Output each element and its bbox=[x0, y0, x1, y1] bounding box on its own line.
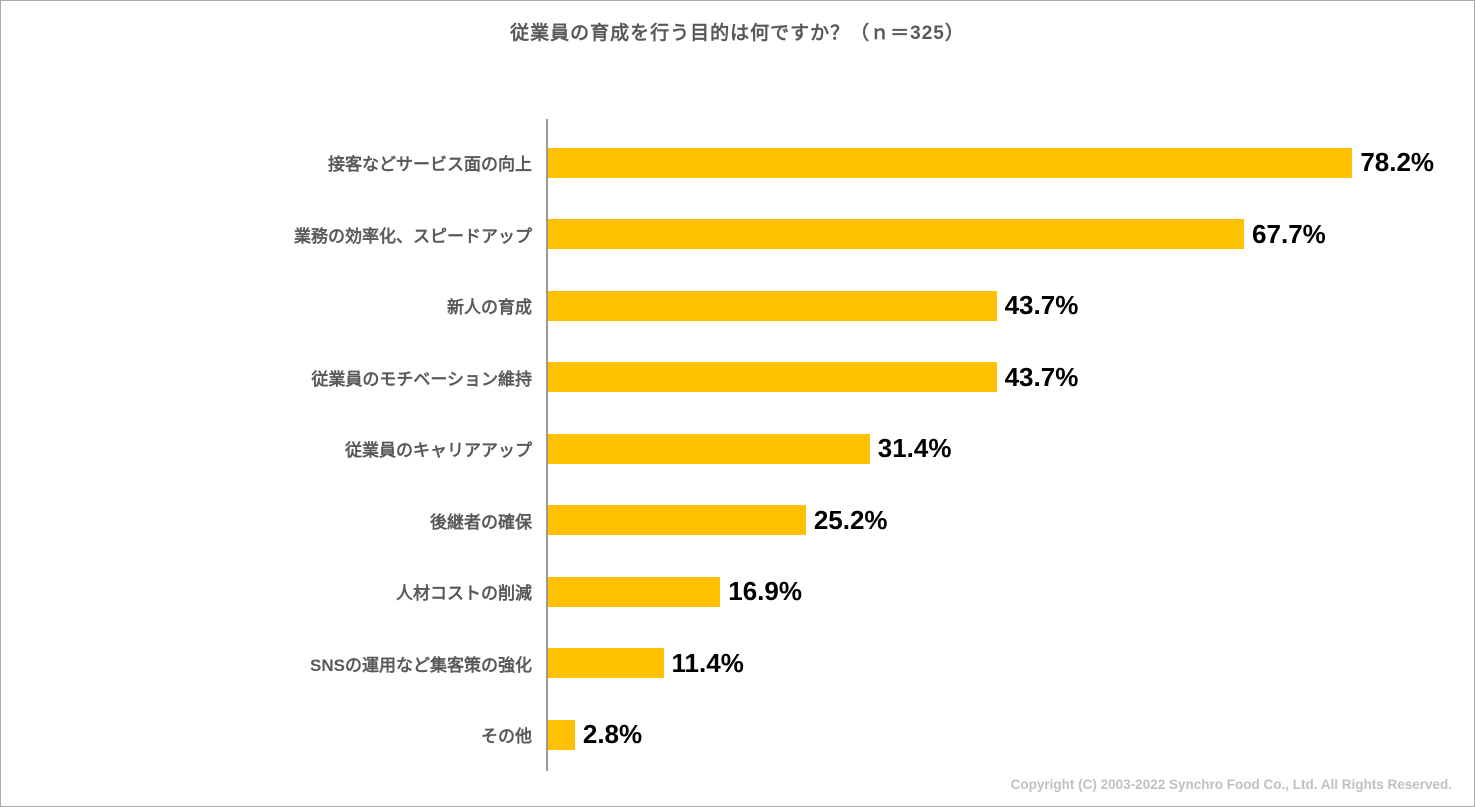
bar bbox=[546, 219, 1245, 250]
bar-track: 2.8% bbox=[546, 699, 1474, 771]
chart-row: 業務の効率化、スピードアップ 67.7% bbox=[1, 199, 1474, 271]
bar-track: 31.4% bbox=[546, 413, 1474, 485]
category-label: その他 bbox=[481, 727, 532, 747]
chart-rows: 接客などサービス面の向上 78.2% 業務の効率化、スピードアップ 67.7% 新人の育… bbox=[1, 119, 1474, 771]
bar bbox=[546, 648, 664, 679]
value-label: 43.7% bbox=[1004, 290, 1079, 321]
value-label: 31.4% bbox=[877, 433, 952, 464]
bar-track: 67.7% bbox=[546, 199, 1474, 271]
bar-track: 25.2% bbox=[546, 485, 1474, 557]
value-label: 67.7% bbox=[1252, 218, 1326, 249]
value-label: 78.2% bbox=[1360, 147, 1435, 178]
value-label: 11.4% bbox=[671, 647, 744, 678]
category-label: 新人の育成 bbox=[447, 298, 532, 318]
category-label: 従業員のモチベーション維持 bbox=[311, 369, 532, 389]
chart-row: 接客などサービス面の向上 78.2% bbox=[1, 127, 1474, 199]
chart-row: 新人の育成 43.7% bbox=[1, 270, 1474, 342]
chart-row: SNSの運用など集客策の強化 11.4% bbox=[1, 628, 1474, 700]
value-label: 43.7% bbox=[1004, 361, 1079, 392]
bar bbox=[546, 290, 997, 321]
bar bbox=[546, 576, 721, 607]
category-label: SNSの運用など集客策の強化 bbox=[310, 655, 532, 675]
bar bbox=[546, 433, 870, 464]
value-label: 25.2% bbox=[813, 504, 888, 535]
bar-track: 16.9% bbox=[546, 556, 1474, 628]
chart-row: 従業員のキャリアアップ 31.4% bbox=[1, 413, 1474, 485]
bar-track: 43.7% bbox=[546, 342, 1474, 414]
category-label: 後継者の確保 bbox=[430, 512, 532, 532]
value-label: 16.9% bbox=[728, 576, 802, 607]
bar-track: 43.7% bbox=[546, 270, 1474, 342]
value-label: 2.8% bbox=[582, 719, 643, 750]
chart-row: 後継者の確保 25.2% bbox=[1, 485, 1474, 557]
category-label: 接客などサービス面の向上 bbox=[328, 155, 532, 175]
bar-chart: 接客などサービス面の向上 78.2% 業務の効率化、スピードアップ 67.7% 新人の育… bbox=[1, 119, 1474, 771]
bar bbox=[546, 719, 575, 750]
bar bbox=[546, 147, 1353, 178]
bar-track: 78.2% bbox=[546, 127, 1474, 199]
category-label: 従業員のキャリアアップ bbox=[345, 441, 532, 461]
vertical-axis-line bbox=[546, 119, 548, 771]
chart-row: 従業員のモチベーション維持 43.7% bbox=[1, 342, 1474, 414]
chart-row: その他 2.8% bbox=[1, 699, 1474, 771]
category-label: 業務の効率化、スピードアップ bbox=[294, 226, 532, 246]
category-label: 人材コストの削減 bbox=[396, 584, 532, 604]
bar-track: 11.4% bbox=[546, 628, 1474, 700]
chart-title: 従業員の育成を行う目的は何ですか？（ｎ＝325） bbox=[510, 23, 965, 44]
chart-row: 人材コストの削減 16.9% bbox=[1, 556, 1474, 628]
bar bbox=[546, 362, 997, 393]
copyright-text: Copyright (C) 2003-2022 Synchro Food Co.… bbox=[1010, 777, 1452, 792]
bar bbox=[546, 505, 806, 536]
